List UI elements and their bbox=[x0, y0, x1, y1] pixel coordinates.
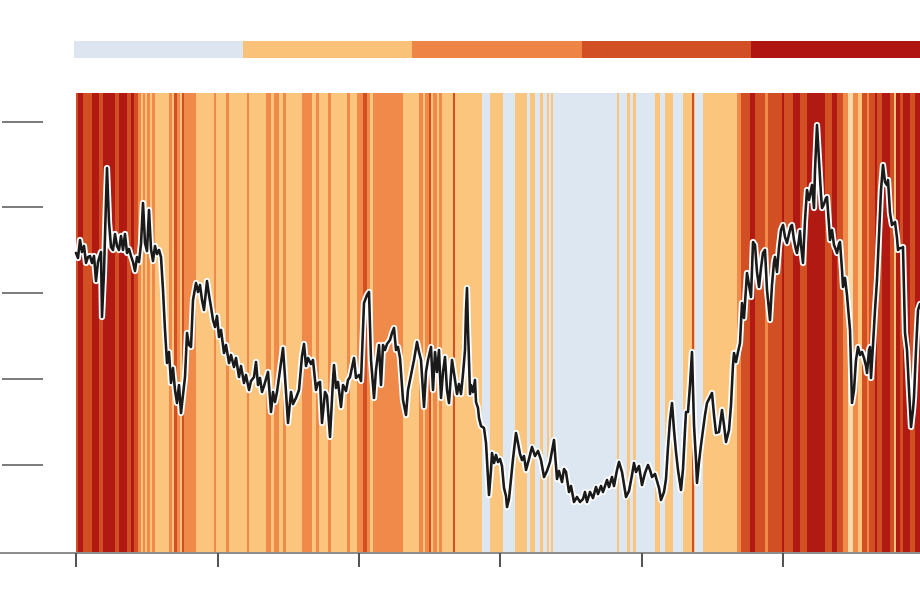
legend-segment bbox=[74, 41, 244, 58]
stripe bbox=[103, 93, 115, 552]
x-axis-line bbox=[0, 552, 920, 554]
color-scale-legend bbox=[74, 41, 920, 58]
stripe bbox=[286, 93, 302, 552]
stripe bbox=[673, 93, 683, 552]
x-axis-tick bbox=[782, 553, 784, 567]
stripe bbox=[155, 93, 169, 552]
x-axis-tick bbox=[75, 553, 77, 567]
stripe bbox=[331, 93, 347, 552]
y-axis-tick bbox=[2, 292, 43, 294]
x-axis-tick bbox=[358, 553, 360, 567]
stripe bbox=[553, 93, 617, 552]
stripe bbox=[636, 93, 655, 552]
stripe bbox=[403, 93, 419, 552]
stripe bbox=[784, 93, 793, 552]
stripe bbox=[755, 93, 765, 552]
stripe bbox=[83, 93, 92, 552]
stripe bbox=[216, 93, 226, 552]
stripe bbox=[741, 93, 750, 552]
stripe bbox=[807, 93, 825, 552]
stripe bbox=[619, 93, 627, 552]
legend-segment bbox=[412, 41, 582, 58]
stripe bbox=[119, 93, 127, 552]
stripe bbox=[703, 93, 737, 552]
stripe bbox=[319, 93, 328, 552]
stripe bbox=[515, 93, 527, 552]
stripe bbox=[92, 93, 99, 552]
stripe bbox=[800, 93, 807, 552]
y-axis-tick bbox=[2, 121, 43, 123]
legend-segment bbox=[243, 41, 413, 58]
stripe bbox=[683, 93, 692, 552]
y-axis-tick bbox=[2, 378, 43, 380]
stripe bbox=[184, 93, 196, 552]
x-axis-tick bbox=[217, 553, 219, 567]
stripe bbox=[768, 93, 782, 552]
stripe bbox=[249, 93, 266, 552]
stripe bbox=[373, 93, 403, 552]
stripe bbox=[882, 93, 890, 552]
plot-area bbox=[76, 93, 920, 552]
stripe bbox=[490, 93, 503, 552]
stripe bbox=[442, 93, 453, 552]
stripe bbox=[903, 93, 910, 552]
y-axis-tick bbox=[2, 464, 43, 466]
stripe bbox=[825, 93, 832, 552]
stripe bbox=[793, 93, 800, 552]
stripe bbox=[482, 93, 490, 552]
stripe bbox=[455, 93, 482, 552]
stripe bbox=[695, 93, 703, 552]
stripe bbox=[196, 93, 214, 552]
stripe bbox=[665, 93, 673, 552]
stripe bbox=[229, 93, 247, 552]
stripe bbox=[302, 93, 312, 552]
stripe bbox=[915, 93, 920, 552]
stripe bbox=[350, 93, 357, 552]
legend-segment bbox=[750, 41, 920, 58]
legend-segment bbox=[581, 41, 751, 58]
x-axis-tick bbox=[641, 553, 643, 567]
x-axis-tick bbox=[499, 553, 501, 567]
y-axis-tick bbox=[2, 206, 43, 208]
stripe bbox=[503, 93, 515, 552]
